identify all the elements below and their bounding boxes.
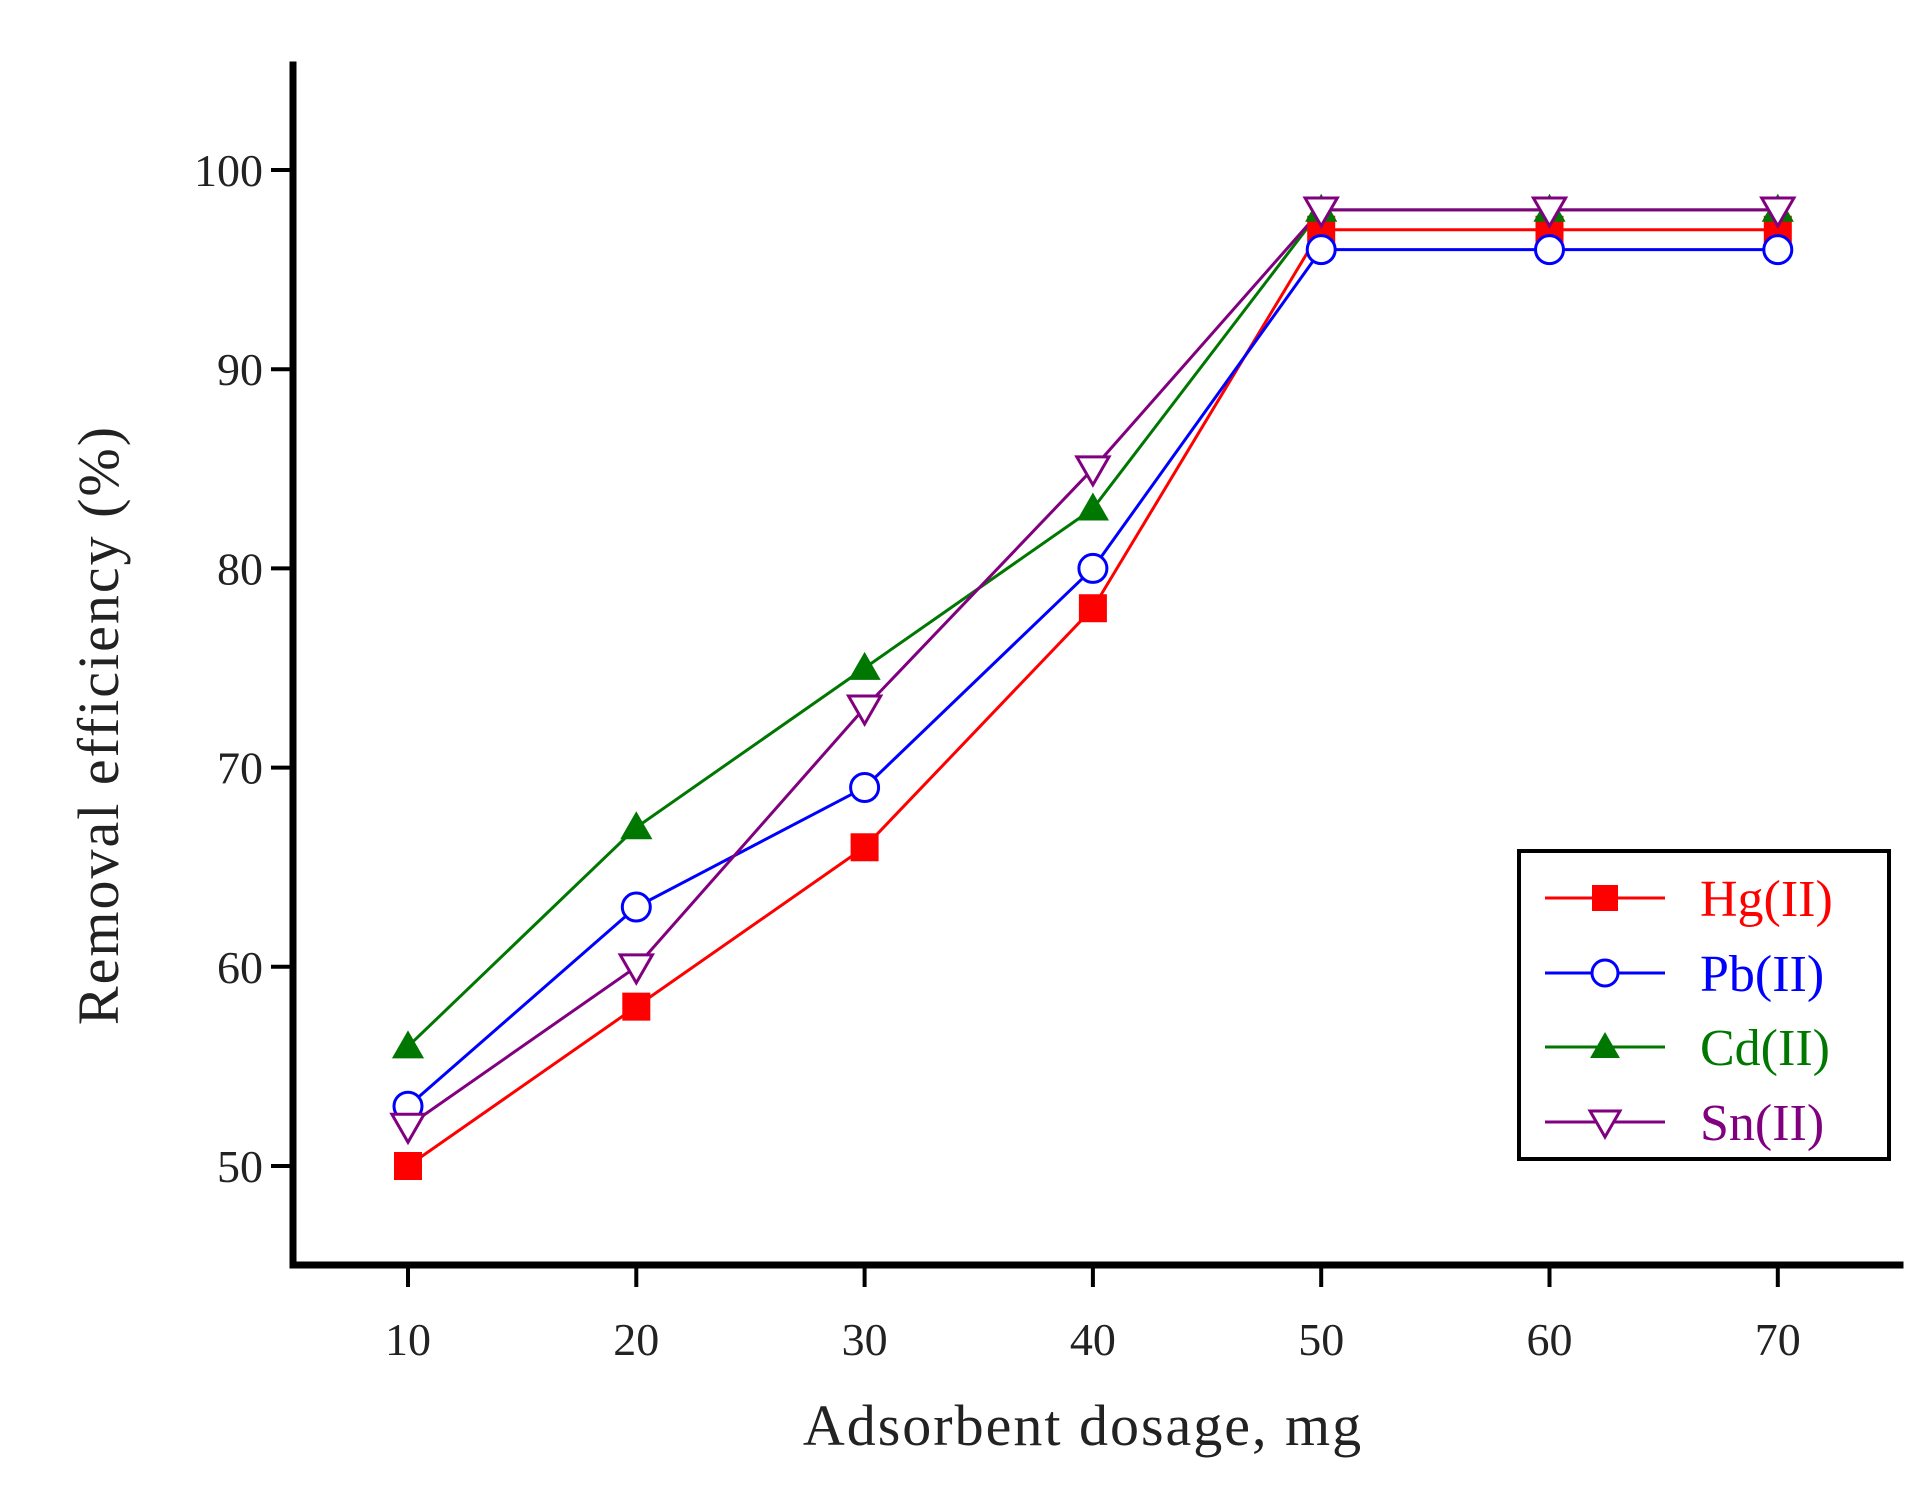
x-tick-label: 50: [1298, 1314, 1344, 1365]
data-point-hgii: [850, 833, 879, 862]
x-tick-label: 30: [842, 1314, 888, 1365]
data-point-pbii: [1762, 234, 1794, 266]
legend-label-pbii: Pb(II): [1700, 946, 1824, 1003]
x-tick-label: 70: [1755, 1314, 1801, 1365]
x-axis-ticks: 10 20 30 40 50 60 70: [385, 1265, 1801, 1365]
data-point-snii: [617, 953, 655, 986]
legend-marker-cdii: [1590, 1032, 1620, 1059]
legend-label-hgii: Hg(II): [1700, 871, 1833, 928]
data-point-snii: [1530, 196, 1569, 229]
data-point-pbii: [1077, 552, 1109, 584]
data-point-cdii: [848, 651, 881, 680]
y-tick-label: 70: [217, 743, 263, 794]
data-point-snii: [389, 1112, 427, 1146]
y-tick-label: 80: [217, 543, 263, 594]
legend-marker-snii: [1587, 1109, 1623, 1140]
legend-box: [1517, 849, 1891, 1161]
data-point-snii: [845, 694, 884, 727]
legend-marker-hgii: [1592, 885, 1618, 911]
x-tick-label: 20: [613, 1314, 659, 1365]
data-point-pbii: [1305, 234, 1337, 266]
data-point-hgii: [622, 992, 651, 1021]
data-point-pbii: [849, 772, 881, 804]
data-point-pbii: [620, 891, 652, 923]
y-tick-label: 90: [217, 344, 263, 395]
data-point-cdii: [1076, 492, 1109, 521]
x-tick-label: 40: [1070, 1314, 1116, 1365]
y-axis-title: Removal efficiency (%): [66, 425, 131, 1025]
data-point-pbii: [1534, 234, 1565, 266]
x-tick-label: 60: [1527, 1314, 1573, 1365]
data-point-cdii: [620, 811, 653, 840]
y-tick-label: 60: [217, 942, 263, 993]
data-point-cdii: [391, 1030, 425, 1059]
y-tick-label: 50: [217, 1141, 263, 1192]
data-point-hgii: [394, 1152, 422, 1180]
x-tick-label: 10: [385, 1314, 431, 1365]
y-tick-label: 100: [194, 145, 263, 196]
data-point-snii: [1074, 455, 1112, 488]
x-axis-title: Adsorbent dosage, mg: [803, 1393, 1363, 1458]
data-point-snii: [1302, 196, 1340, 229]
legend-label-snii: Sn(II): [1700, 1095, 1824, 1152]
legend-label-cdii: Cd(II): [1700, 1020, 1830, 1077]
legend-marker-pbii: [1590, 958, 1620, 988]
series-markers: [389, 193, 1797, 1180]
data-point-snii: [1759, 196, 1797, 229]
y-axis-ticks: 50 60 70 80 90 100: [194, 145, 293, 1192]
data-point-hgii: [1078, 594, 1107, 623]
legend: Hg(II) Pb(II) Cd(II) Sn(II): [1517, 849, 1891, 1161]
